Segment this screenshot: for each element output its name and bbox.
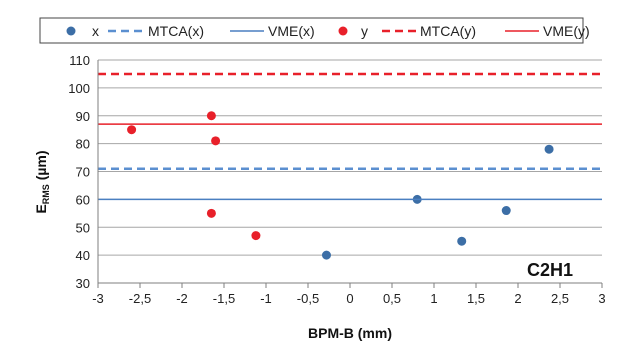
y-tick-label: 60 (76, 192, 90, 207)
y-tick-label: 40 (76, 248, 90, 263)
x-tick-label: 2 (514, 291, 521, 306)
y-axis-label-unit: (µm) (33, 150, 49, 184)
data-point-y (206, 208, 216, 218)
x-tick-label: -3 (92, 291, 104, 306)
data-point-y (211, 136, 221, 146)
legend-label: VME(y) (543, 23, 590, 39)
y-tick-label: 70 (76, 165, 90, 180)
x-tick-label: 2,5 (551, 291, 569, 306)
x-tick-label: 1 (430, 291, 437, 306)
x-tick-label: -1 (260, 291, 272, 306)
plot-area (98, 72, 602, 260)
x-tick-label: 1,5 (467, 291, 485, 306)
y-axis-label: ERMS (µm) (33, 150, 51, 213)
x-tick-label: 0 (346, 291, 353, 306)
x-tick-label: -2,5 (129, 291, 151, 306)
legend-label: VME(x) (268, 23, 315, 39)
x-tick-label: 0,5 (383, 291, 401, 306)
y-axis-label-subscript: RMS (41, 184, 51, 204)
legend-box (39, 17, 584, 44)
legend-label: y (361, 23, 368, 39)
x-axis-label: BPM-B (mm) (308, 325, 392, 341)
legend-label: MTCA(x) (148, 23, 204, 39)
data-point-y (127, 125, 137, 135)
y-tick-label: 30 (76, 276, 90, 291)
data-point-x (321, 250, 331, 260)
legend: x MTCA(x) VME(x) y MTCA(y) VME(y) (39, 17, 590, 44)
legend-label: MTCA(y) (420, 23, 476, 39)
data-point-x (457, 236, 467, 246)
data-point-x (501, 206, 511, 216)
axes: 30 40 50 60 70 80 90 100 110 -3 -2,5 -2 -1,5 -1 -0,5 0 0… (68, 53, 605, 306)
y-tick-label: 50 (76, 220, 90, 235)
y-tick-label: 80 (76, 137, 90, 152)
y-tick-label: 110 (69, 53, 90, 68)
chart-annotation: C2H1 (527, 260, 573, 280)
legend-marker-y (338, 26, 348, 36)
y-tick-label: 90 (76, 109, 90, 124)
x-tick-label: -0,5 (297, 291, 319, 306)
data-point-y (251, 231, 261, 241)
legend-marker-x (66, 26, 76, 36)
data-point-y (206, 111, 216, 121)
gridlines (98, 59, 602, 284)
x-tick-label: -1,5 (213, 291, 235, 306)
data-point-x (544, 144, 554, 154)
y-axis-label-main: E (33, 204, 49, 213)
y-tick-label: 100 (68, 81, 90, 96)
x-tick-label: 3 (598, 291, 605, 306)
legend-label: x (92, 23, 99, 39)
x-tick-label: -2 (176, 291, 188, 306)
